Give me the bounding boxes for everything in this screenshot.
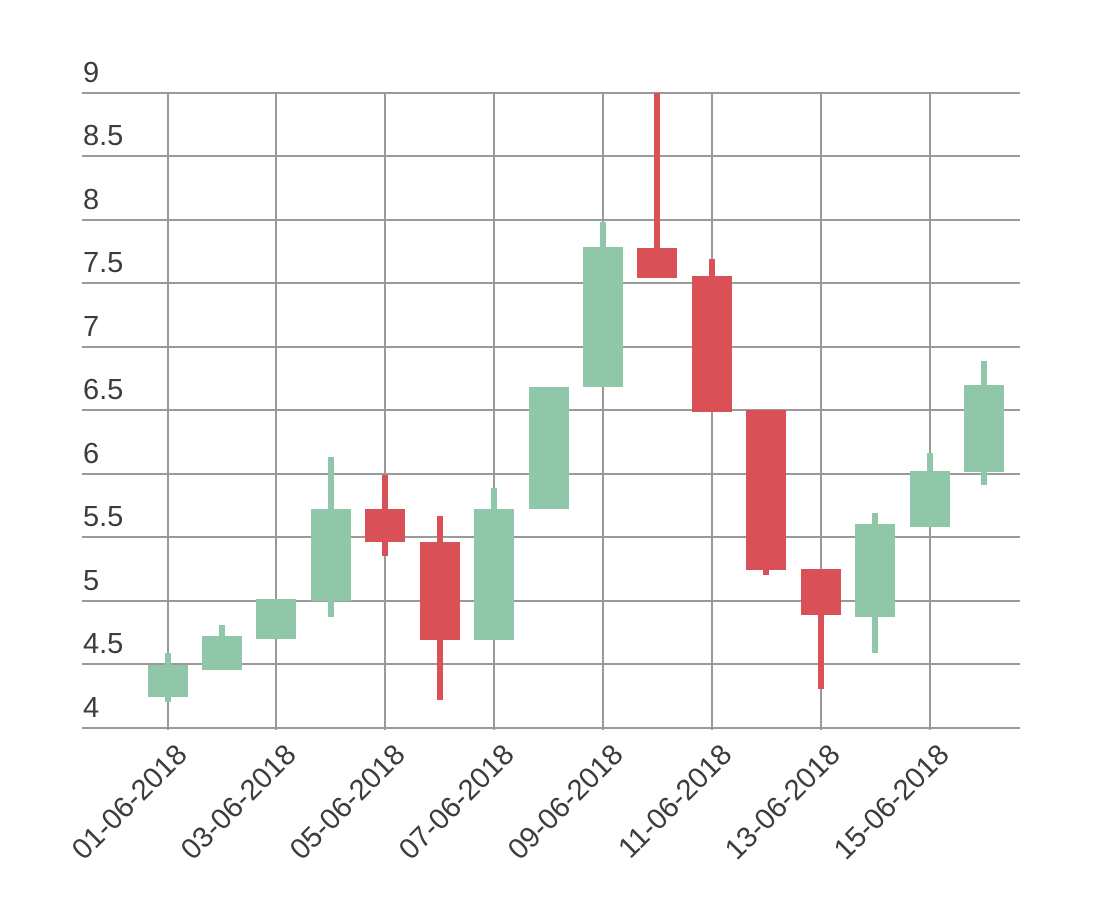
x-gridline-09-06-2018 [601, 93, 604, 730]
candle-body[interactable] [474, 509, 515, 640]
candle-body[interactable] [855, 524, 896, 618]
y-gridline-5 [82, 599, 1020, 602]
candle-body[interactable] [147, 665, 188, 698]
x-axis-label: 03-06-2018 [175, 738, 303, 867]
y-axis-label: 9 [83, 57, 100, 89]
candle-body[interactable] [365, 509, 406, 543]
candle-body[interactable] [256, 599, 297, 639]
candle-body[interactable] [419, 542, 460, 640]
x-gridline-01-06-2018 [166, 93, 169, 730]
candle-body[interactable] [909, 471, 950, 527]
x-axis-label: 15-06-2018 [828, 738, 956, 867]
x-axis-label: 13-06-2018 [719, 738, 847, 867]
x-gridline-05-06-2018 [384, 93, 387, 730]
y-axis-label: 7 [83, 310, 100, 343]
candle-body[interactable] [746, 410, 787, 571]
x-gridline-03-06-2018 [275, 93, 278, 730]
candle-body[interactable] [800, 568, 841, 615]
candle-wick [654, 93, 661, 279]
candle-body[interactable] [528, 387, 569, 510]
y-axis-label: 8.5 [83, 120, 124, 153]
y-gridline-4.5 [82, 663, 1020, 666]
y-axis-label: 4 [83, 691, 100, 724]
y-gridline-7 [82, 345, 1020, 348]
y-axis-label: 6 [83, 437, 100, 470]
x-axis-label: 11-06-2018 [612, 738, 739, 865]
candle-body[interactable] [310, 509, 351, 601]
y-gridline-9 [82, 92, 1020, 94]
candle-body[interactable] [201, 636, 242, 671]
y-axis-label: 6.5 [83, 374, 124, 407]
y-gridline-8.5 [82, 155, 1020, 158]
x-axis-label: 09-06-2018 [501, 738, 630, 867]
y-axis-label: 5 [83, 564, 100, 597]
x-axis-label: 07-06-2018 [392, 738, 521, 867]
x-axis-label: 05-06-2018 [283, 738, 412, 867]
candle-body[interactable] [963, 384, 1004, 473]
y-gridline-4 [82, 726, 1020, 729]
candle-wick [817, 568, 824, 690]
y-gridline-8 [82, 218, 1020, 221]
x-gridline-13-06-2018 [819, 93, 822, 730]
candle-body[interactable] [691, 275, 732, 412]
y-axis-label: 4.5 [83, 628, 124, 661]
y-axis-label: 5.5 [83, 501, 124, 534]
y-gridline-5.5 [82, 536, 1020, 539]
y-axis-label: 8 [83, 183, 100, 216]
candle-body[interactable] [637, 247, 678, 279]
candle-body[interactable] [582, 246, 623, 388]
y-axis-label: 7.5 [83, 247, 124, 280]
y-gridline-7.5 [82, 282, 1020, 285]
x-gridline-07-06-2018 [493, 93, 496, 730]
x-axis-label: 01-06-2018 [66, 738, 194, 867]
x-gridline-15-06-2018 [928, 93, 931, 730]
